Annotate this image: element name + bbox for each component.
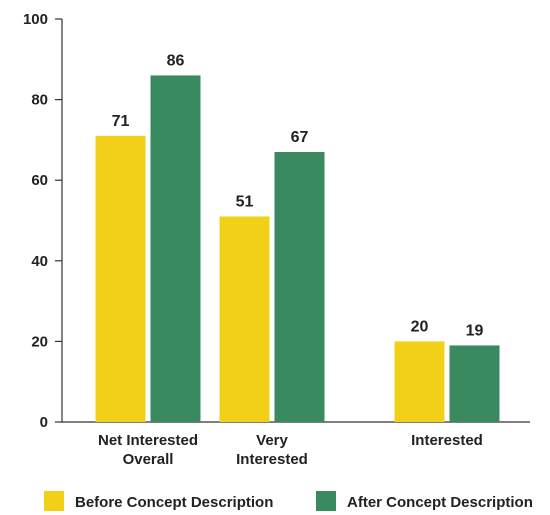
y-tick-label: 80 (31, 92, 48, 109)
bar (274, 151, 325, 423)
y-tick-label: 100 (23, 11, 48, 28)
bars (95, 75, 500, 423)
legend-swatch (44, 491, 64, 511)
bar (95, 135, 146, 422)
legend-label: Before Concept Description (75, 494, 273, 511)
y-tick-label: 60 (31, 172, 48, 189)
y-tick-label: 20 (31, 333, 48, 350)
data-label: 86 (167, 52, 185, 69)
bar (449, 345, 500, 422)
y-tick-label: 40 (31, 253, 48, 270)
legend: Before Concept Description After Concept … (44, 491, 533, 511)
x-tick-label-line: Very (256, 432, 288, 449)
x-axis: Net Interested Overall Very Interested Inter… (62, 421, 530, 468)
data-labels: 71 86 51 67 20 19 (112, 52, 484, 339)
data-label: 67 (291, 129, 309, 146)
legend-label: After Concept Description (347, 494, 533, 511)
bar (394, 341, 445, 422)
legend-swatch (316, 491, 336, 511)
data-label: 71 (112, 113, 130, 130)
x-tick-label-line: Interested (236, 451, 308, 468)
x-tick-label: Interested (411, 432, 483, 449)
data-label: 51 (236, 193, 254, 210)
y-tick-label: 0 (40, 414, 48, 431)
x-tick-label: Net Interested Overall (98, 432, 198, 468)
x-tick-label-line: Overall (123, 451, 174, 468)
x-tick-label: Very Interested (236, 432, 308, 468)
x-tick-label-line: Interested (411, 432, 483, 449)
y-axis: 0 20 40 60 80 100 (23, 11, 63, 431)
bar (219, 216, 270, 422)
data-label: 19 (466, 322, 484, 339)
data-label: 20 (411, 318, 429, 335)
x-tick-label-line: Net Interested (98, 432, 198, 449)
bar (150, 75, 201, 423)
